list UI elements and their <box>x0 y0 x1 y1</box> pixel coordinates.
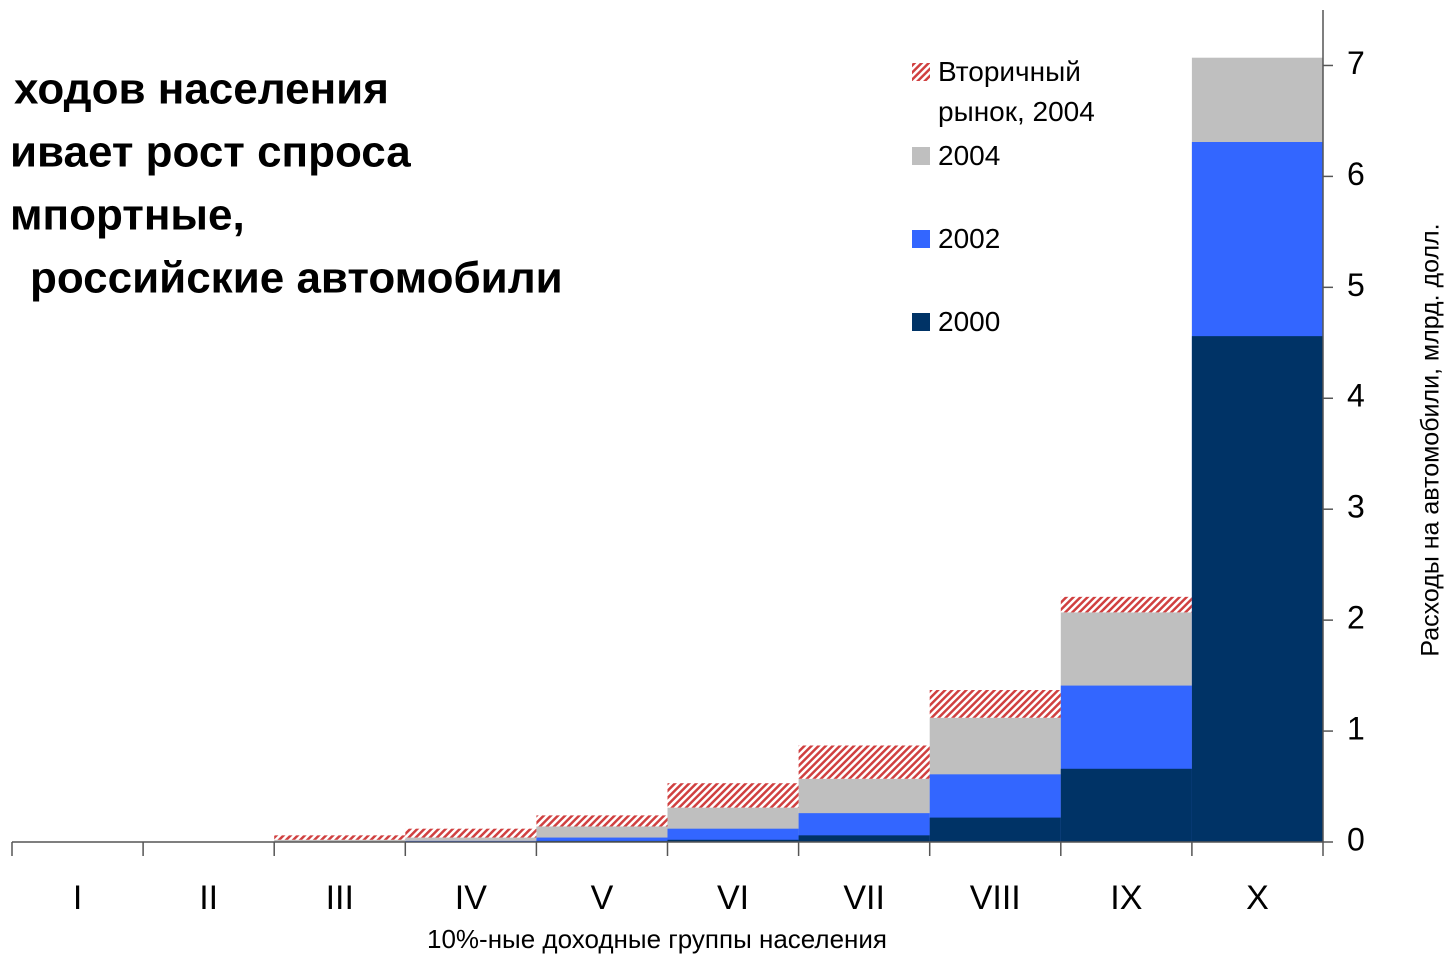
bar-stacked <box>274 835 406 840</box>
chart-title: ходов населения <box>14 65 389 114</box>
legend-swatch <box>912 230 930 248</box>
bar <box>667 828 799 842</box>
bar <box>536 837 668 842</box>
legend-label: Вторичный рынок, 2004 <box>938 56 1095 127</box>
bar-stacked <box>405 828 537 838</box>
bar <box>798 835 930 842</box>
chart-title: ивает рост спроса <box>10 128 411 177</box>
legend-swatch <box>912 313 930 331</box>
y-axis-label: Расходы на автомобили, млрд. долл. <box>1417 223 1445 656</box>
y-tick-label: 3 <box>1347 489 1365 525</box>
chart-title: российские автомобили <box>30 254 563 303</box>
legend-label: 2000 <box>938 306 1001 337</box>
x-tick-label: X <box>1246 879 1269 917</box>
bar-stacked <box>536 815 668 827</box>
y-tick-label: 4 <box>1347 378 1365 414</box>
bar-stacked <box>929 690 1061 718</box>
y-tick-label: 1 <box>1347 711 1365 747</box>
x-tick-label: IX <box>1110 879 1142 917</box>
bar-stacked <box>1060 596 1192 613</box>
x-tick-label: II <box>199 879 218 917</box>
bar <box>274 839 406 842</box>
x-tick-label: VI <box>717 879 749 917</box>
bar <box>667 839 799 842</box>
x-tick-label: III <box>326 879 354 917</box>
y-tick-label: 5 <box>1347 267 1365 303</box>
bar <box>1060 768 1192 842</box>
bar-stacked <box>798 745 930 779</box>
bar <box>1191 336 1323 842</box>
chart-title: мпортные, <box>10 191 245 240</box>
x-axis-label: 10%-ные доходные группы населения <box>427 924 887 954</box>
x-tick-label: VIII <box>970 879 1021 917</box>
legend-label: 2002 <box>938 223 1001 254</box>
y-tick-label: 0 <box>1347 821 1365 857</box>
bar <box>405 837 537 842</box>
y-tick-label: 2 <box>1347 600 1365 636</box>
legend-label: 2004 <box>938 140 1001 171</box>
legend-swatch <box>912 63 930 81</box>
bar <box>929 817 1061 842</box>
legend-swatch <box>912 147 930 165</box>
x-tick-label: IV <box>455 879 487 917</box>
x-tick-label: I <box>73 879 82 917</box>
y-tick-label: 6 <box>1347 156 1365 192</box>
y-tick-label: 7 <box>1347 45 1365 81</box>
x-tick-label: V <box>591 879 614 917</box>
x-tick-label: VII <box>843 879 885 917</box>
bar-stacked <box>667 783 799 808</box>
